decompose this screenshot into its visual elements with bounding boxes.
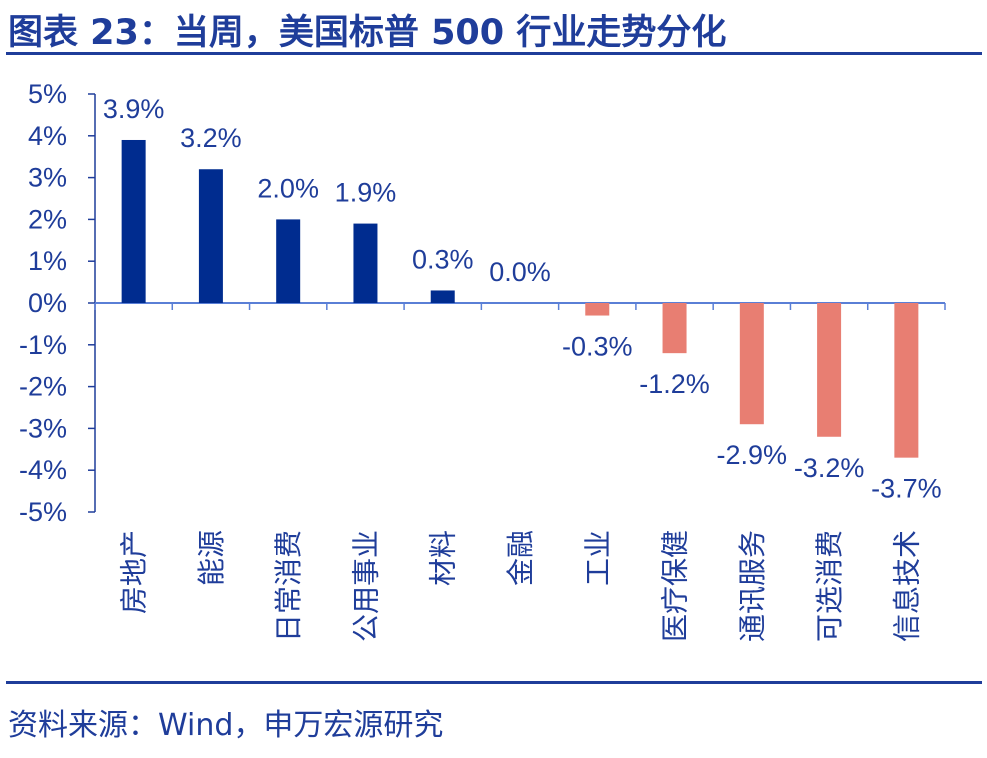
category-label: 材料 bbox=[427, 530, 460, 586]
category-label: 公用事业 bbox=[349, 530, 382, 642]
y-tick-label: -4% bbox=[19, 455, 67, 485]
bar bbox=[585, 303, 610, 316]
y-tick-label: 3% bbox=[28, 163, 67, 193]
bar bbox=[894, 303, 919, 458]
data-label: -3.2% bbox=[794, 453, 865, 483]
bar bbox=[817, 303, 842, 437]
y-tick-label: 2% bbox=[28, 204, 67, 234]
category-label: 日常消费 bbox=[272, 530, 305, 642]
y-tick-label: -5% bbox=[19, 497, 67, 527]
bar-chart: 5% 4% 3% 2% 1% 0% -1% -2% -3% -4% -5% 3.9% 房地产 3.2% 能源… bbox=[19, 79, 946, 642]
y-tick-label: -1% bbox=[19, 330, 67, 360]
category-label: 金融 bbox=[504, 530, 537, 586]
chart-title: 图表 23：当周，美国标普 500 行业走势分化 bbox=[8, 13, 727, 53]
category-label: 能源 bbox=[195, 530, 228, 586]
category-label: 医疗保健 bbox=[659, 530, 692, 642]
footer-divider bbox=[6, 681, 982, 684]
bar bbox=[353, 223, 378, 303]
category-label: 通讯服务 bbox=[736, 530, 769, 642]
data-label: 3.2% bbox=[180, 123, 242, 153]
category-label: 可选消费 bbox=[813, 530, 846, 642]
data-label: 0.3% bbox=[412, 244, 474, 274]
data-label: -3.7% bbox=[871, 474, 942, 504]
category-label: 工业 bbox=[581, 530, 614, 586]
y-tick-label: -3% bbox=[19, 413, 67, 443]
y-tick-label: 5% bbox=[28, 79, 67, 109]
bar bbox=[430, 290, 455, 303]
source-note: 资料来源：Wind，申万宏源研究 bbox=[8, 708, 444, 743]
bar bbox=[121, 139, 146, 303]
category-label: 信息技术 bbox=[890, 530, 923, 642]
data-label: -1.2% bbox=[639, 369, 710, 399]
title-divider bbox=[6, 52, 982, 55]
data-label: 3.9% bbox=[103, 94, 165, 124]
bar bbox=[198, 169, 223, 303]
data-label: -2.9% bbox=[717, 440, 788, 470]
y-tick-label: 4% bbox=[28, 121, 67, 151]
y-tick-label: 0% bbox=[28, 288, 67, 318]
y-tick-label: -2% bbox=[19, 372, 67, 402]
bar bbox=[276, 219, 301, 303]
bar bbox=[662, 303, 687, 354]
data-label: 1.9% bbox=[335, 178, 397, 208]
y-tick-label: 1% bbox=[28, 246, 67, 276]
bar bbox=[739, 303, 764, 425]
category-label: 房地产 bbox=[118, 530, 151, 614]
data-label: -0.3% bbox=[562, 332, 633, 362]
data-label: 0.0% bbox=[489, 257, 551, 287]
data-label: 2.0% bbox=[257, 173, 319, 203]
